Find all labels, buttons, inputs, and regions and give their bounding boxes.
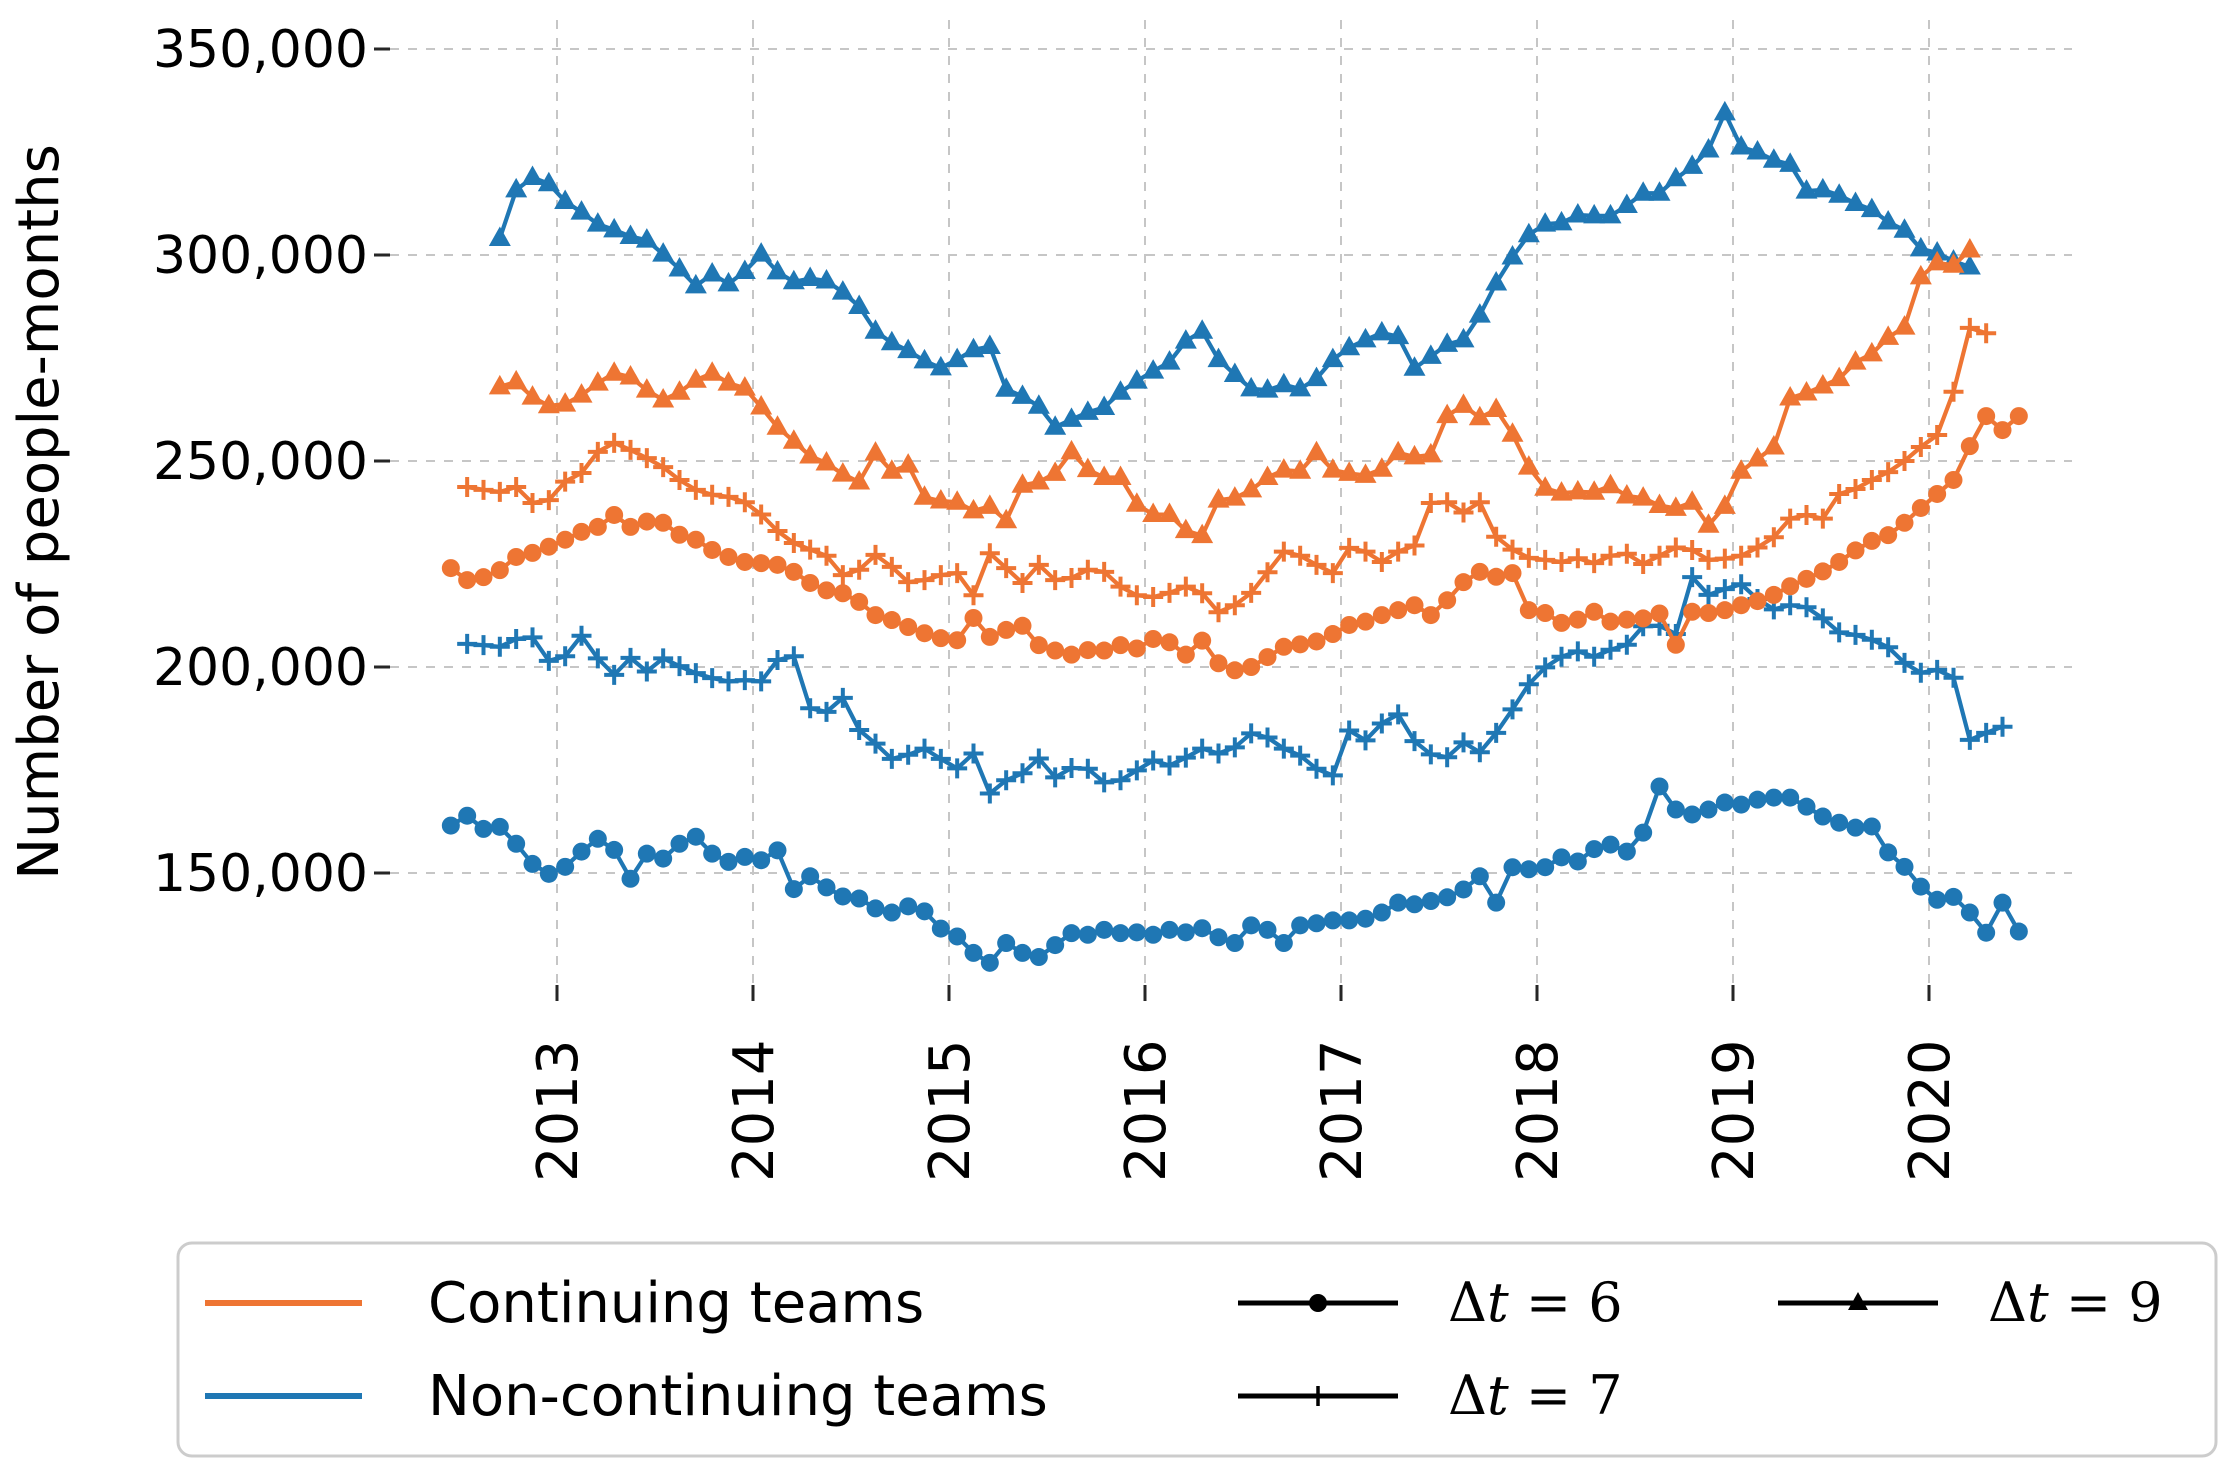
- x-tick-2018: 2018: [1506, 1039, 1571, 1182]
- axis-ticks: [374, 47, 1931, 1001]
- y-axis-title: Number of people-months: [7, 144, 72, 880]
- y-tick-350000: 350,000: [153, 20, 368, 80]
- data-series: [441, 100, 2028, 972]
- series-continuing-teams-dt7: [457, 317, 1997, 623]
- series-continuing-teams-dt6: [441, 407, 2028, 680]
- x-tick-2020: 2020: [1898, 1039, 1963, 1182]
- legend-label-dt6: Δt = 6: [1448, 1271, 1623, 1334]
- x-tick-2019: 2019: [1702, 1039, 1767, 1182]
- legend-box: [176, 1241, 2218, 1458]
- series-non-continuing-teams-dt9: [488, 100, 1981, 435]
- y-tick-150000: 150,000: [153, 844, 368, 904]
- plus-marker-icon: [1308, 1386, 1328, 1406]
- series-continuing-teams-dt9: [488, 238, 1981, 544]
- legend-swatch-dt9: [1778, 1292, 1938, 1310]
- x-tick-2017: 2017: [1310, 1039, 1375, 1182]
- legend-label-continuing: Continuing teams: [428, 1271, 924, 1336]
- y-axis-tick-labels: 350,000 300,000 250,000 200,000 150,000: [153, 20, 368, 904]
- y-tick-250000: 250,000: [153, 432, 368, 492]
- x-axis-tick-labels: 2013 2014 2015 2016 2017 2018 2019 2020: [526, 1039, 1963, 1182]
- legend-swatch-dt6: [1238, 1294, 1398, 1312]
- legend-label-dt7: Δt = 7: [1448, 1364, 1623, 1427]
- legend: Continuing teams Non-continuing teams Δt…: [176, 1241, 2218, 1458]
- y-tick-300000: 300,000: [153, 226, 368, 286]
- x-tick-2016: 2016: [1114, 1039, 1179, 1182]
- series-non-continuing-teams-dt6: [441, 777, 2028, 972]
- legend-swatch-dt7: [1238, 1386, 1398, 1406]
- circle-marker-icon: [1309, 1294, 1327, 1312]
- x-tick-2015: 2015: [918, 1039, 983, 1182]
- x-tick-2013: 2013: [526, 1039, 591, 1182]
- legend-label-non-continuing: Non-continuing teams: [428, 1364, 1048, 1429]
- x-tick-2014: 2014: [722, 1039, 787, 1182]
- triangle-marker-icon: [1848, 1292, 1868, 1310]
- legend-label-dt9: Δt = 9: [1988, 1271, 2163, 1334]
- y-tick-200000: 200,000: [153, 638, 368, 698]
